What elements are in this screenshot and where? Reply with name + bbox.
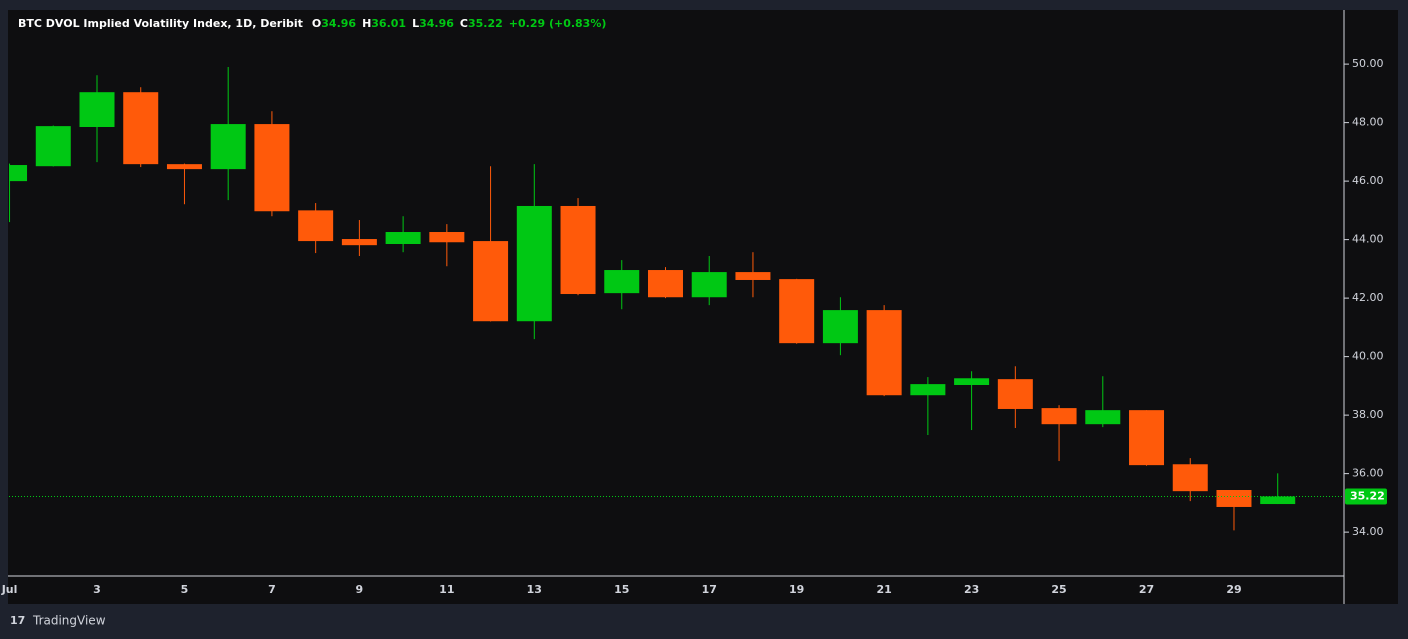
candle-body [429,232,465,243]
y-tick-label: 44.00 [1352,233,1384,246]
x-tick-label: 5 [181,583,189,596]
candle-body [1216,490,1252,507]
candle-body [123,92,159,165]
x-tick-label: 17 [702,583,717,596]
change: +0.29 (+0.83%) [509,17,607,30]
candle-body [997,379,1033,409]
x-tick-label: 7 [268,583,276,596]
footer-brand: TradingView [32,614,106,628]
candle-body [954,378,990,385]
candle-body [647,270,683,298]
candle-body [79,92,115,128]
title: BTC DVOL Implied Volatility Index, 1D, D… [18,17,303,30]
x-tick-label: 21 [876,583,891,596]
candle-body [516,205,552,322]
candle-body [35,126,71,167]
y-tick-label: 38.00 [1352,408,1384,421]
x-tick-label: 9 [356,583,364,596]
candle-body [341,239,377,246]
footer-logo: 17 [10,614,25,627]
candle-body [1260,496,1296,505]
y-tick-label: 40.00 [1352,350,1384,363]
candle-body [473,241,509,322]
candle-body [822,310,858,344]
y-tick-label: 42.00 [1352,291,1384,304]
x-tick-label: 3 [93,583,101,596]
ohlc-key: O [312,17,321,30]
ohlc-key: H [362,17,371,30]
candle-body [9,165,28,182]
candle-body [735,272,771,280]
candle-body [560,205,596,295]
candle-body [910,384,946,396]
candle-body [779,279,815,344]
last-price-label: 35.22 [1350,489,1385,502]
x-tick-label: 27 [1139,583,1154,596]
candle-body [298,210,334,242]
y-tick-label: 36.00 [1352,467,1384,480]
x-tick-label: 13 [527,583,542,596]
x-tick-label: 15 [614,583,629,596]
candle-body [210,124,246,170]
candle-body [1085,410,1121,425]
header-text: BTC DVOL Implied Volatility Index, 1D, D… [18,17,606,30]
y-tick-label: 50.00 [1352,57,1384,70]
y-tick-label: 48.00 [1352,116,1384,129]
plot-area [9,67,1296,531]
x-tick-label: 25 [1051,583,1066,596]
header: BTC DVOL Implied Volatility Index, 1D, D… [18,17,606,30]
candle-body [254,124,290,212]
candle-body [604,270,640,294]
candle-body [385,232,421,245]
x-tick-label: 19 [789,583,804,596]
y-tick-label: 46.00 [1352,174,1384,187]
x-tick-label: 11 [439,583,454,596]
ohlc-value: 35.22 [468,17,503,30]
candle-body [166,164,202,170]
x-tick-label: 29 [1226,583,1241,596]
x-tick-label: 23 [964,583,979,596]
ohlc-value: 36.01 [371,17,406,30]
candle-body [1041,408,1077,425]
candle-body [866,310,902,396]
ohlc-value: 34.96 [419,17,454,30]
ohlc-value: 34.96 [321,17,356,30]
last-price-tag [1345,488,1387,505]
y-tick-label: 34.00 [1352,525,1384,538]
candle-body [691,272,727,298]
x-tick-label: Jul [1,583,18,596]
candle-body [1172,464,1208,492]
ohlc-key: L [412,17,419,30]
candle-body [1129,410,1165,466]
logo-icon: 17 [10,614,25,627]
ohlc-key: C [460,17,468,30]
chart-background [8,10,1398,604]
